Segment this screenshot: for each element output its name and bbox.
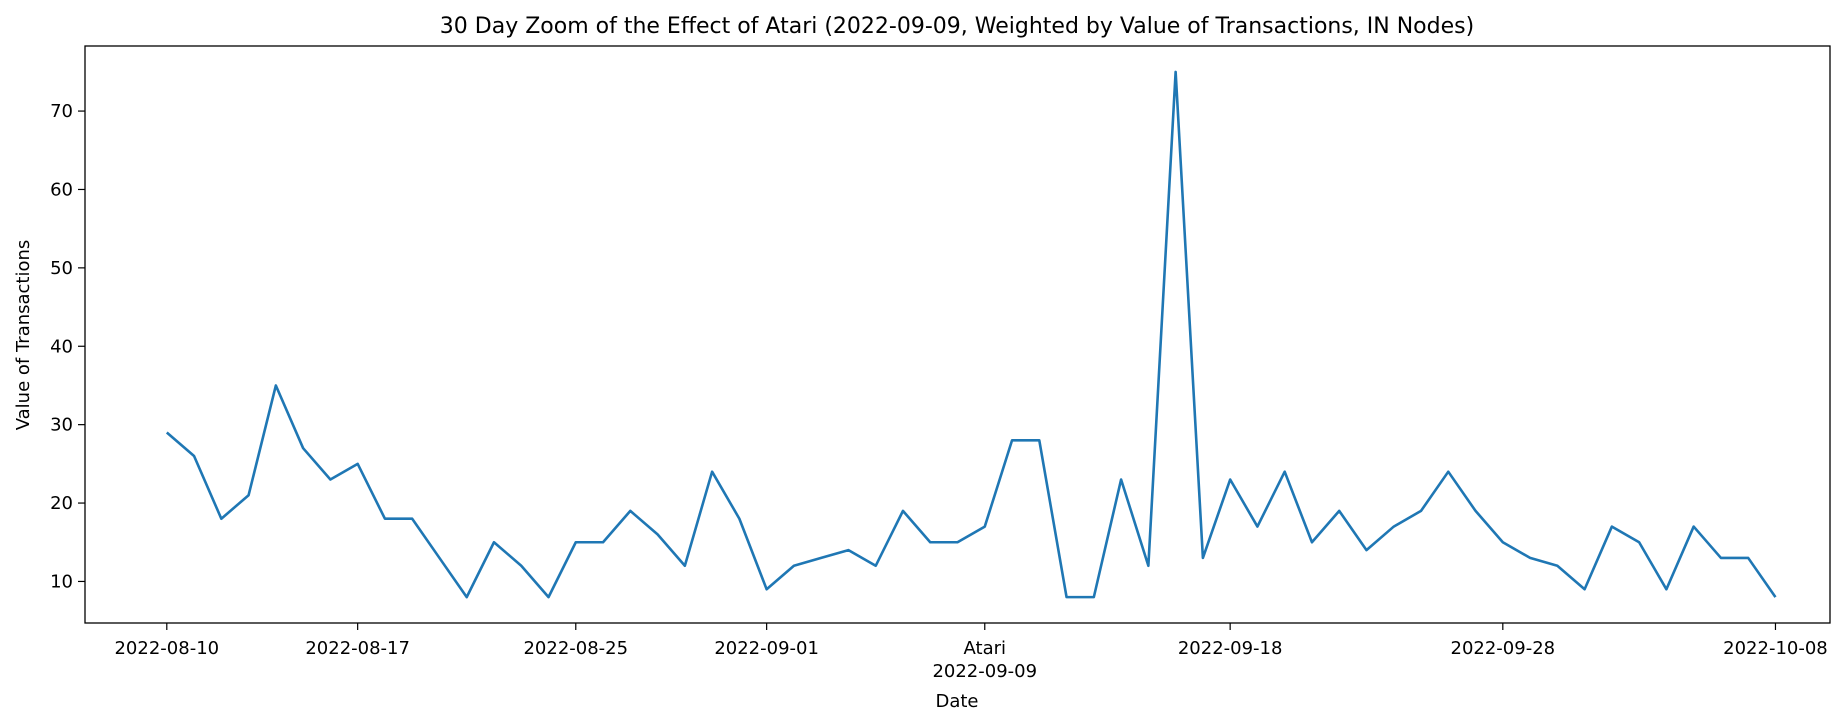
series-line <box>165 70 1777 599</box>
x-tick-label: Atari 2022-09-09 <box>932 638 1037 682</box>
x-tick-label: 2022-10-08 <box>1723 638 1828 659</box>
x-tick-label: 2022-08-10 <box>114 638 219 659</box>
x-tick-label: 2022-08-25 <box>523 638 628 659</box>
y-axis: 10 20 30 40 50 60 70 <box>50 101 85 592</box>
plot-frame <box>84 45 1831 624</box>
y-tick-label: 30 <box>50 415 73 436</box>
y-tick-label: 20 <box>50 493 73 514</box>
x-axis-label: Date <box>935 691 978 712</box>
y-axis-label: Value of Transactions <box>13 240 34 431</box>
y-tick-label: 40 <box>50 336 73 357</box>
y-tick-label: 60 <box>50 179 73 200</box>
x-tick-label: 2022-09-18 <box>1178 638 1283 659</box>
y-tick-label: 10 <box>50 571 73 592</box>
chart-title: 30 Day Zoom of the Effect of Atari (2022… <box>440 14 1474 39</box>
y-tick-label: 70 <box>50 101 73 122</box>
x-tick-label: 2022-09-01 <box>714 638 819 659</box>
x-tick-label: 2022-09-28 <box>1451 638 1556 659</box>
x-axis: 2022-08-10 2022-08-17 2022-08-25 2022-09-01… <box>114 623 1828 682</box>
x-tick-label: 2022-08-17 <box>305 638 410 659</box>
y-tick-label: 50 <box>50 258 73 279</box>
